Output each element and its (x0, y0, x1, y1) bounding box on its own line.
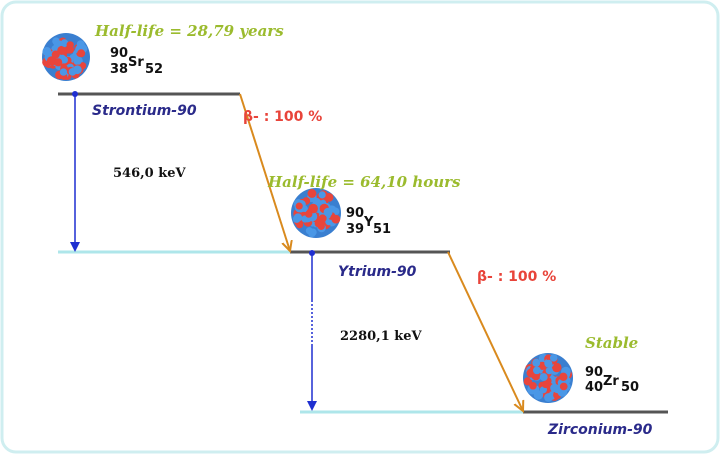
zirconium-stability: Stable (585, 334, 638, 352)
nucleon (559, 372, 568, 381)
nucleon (307, 189, 317, 198)
strontium-name: Strontium-90 (92, 103, 197, 119)
nucleon (51, 50, 60, 59)
nucleon (545, 367, 553, 375)
zirconium-atomic-number: 40 (585, 380, 603, 395)
yttrium-name: Ytrium-90 (338, 264, 417, 280)
strontium-symbol: Sr (128, 55, 144, 70)
beta-branch-1: β- : 100 % (243, 109, 322, 125)
zirconium-nucleus-icon (523, 353, 573, 403)
beta-decay-arrow-1 (239, 93, 290, 251)
decay-energy-2: 2280,1 keV (340, 329, 423, 344)
yttrium-mass-number: 90 (346, 206, 364, 221)
nucleon (539, 373, 548, 382)
strontium-half-life: Half-life = 28,79 years (94, 22, 284, 40)
zirconium-symbol: Zr (603, 374, 619, 389)
zirconium-name: Zirconium-90 (547, 422, 653, 438)
beta-branch-2: β- : 100 % (477, 269, 556, 285)
nucleon (305, 210, 313, 218)
beta-decay-arrow-2 (447, 251, 523, 411)
nucleon (57, 45, 67, 55)
zirconium-mass-number: 90 (585, 365, 603, 380)
nucleon (544, 359, 553, 368)
nucleon (318, 191, 326, 199)
nucleon (60, 56, 68, 64)
nucleon (538, 361, 547, 371)
nucleon (318, 214, 327, 223)
nucleon (72, 65, 82, 75)
nucleon (46, 56, 57, 66)
nucleon (523, 377, 533, 386)
energy-arrow-1-head (70, 242, 80, 252)
nucleon (295, 202, 303, 210)
nucleon (529, 381, 537, 390)
nucleon (59, 68, 68, 76)
nucleon (541, 380, 550, 389)
nucleon (551, 362, 562, 373)
nucleon (66, 41, 74, 49)
nucleon (559, 382, 568, 391)
nucleon (54, 58, 63, 67)
nucleon (323, 207, 333, 217)
yttrium-neutron-number: 51 (373, 222, 391, 237)
nucleon (308, 203, 318, 214)
yttrium-symbol: Y (363, 215, 374, 230)
nucleon (552, 384, 562, 394)
yttrium-atomic-number: 39 (346, 222, 364, 237)
nucleon (314, 219, 323, 228)
energy-arrow-2-head (307, 401, 317, 411)
nucleon (293, 213, 303, 222)
nucleon (533, 366, 541, 375)
strontium-neutron-number: 52 (145, 62, 163, 77)
nucleon (295, 221, 304, 229)
nucleon (60, 39, 69, 47)
nucleon (77, 49, 86, 58)
nucleon (549, 354, 558, 362)
strontium-nucleus-icon (42, 33, 90, 81)
zirconium-neutron-number: 50 (621, 380, 639, 395)
strontium-atomic-number: 38 (110, 62, 128, 77)
nucleon (73, 56, 82, 66)
nucleon (305, 227, 313, 235)
nucleon (532, 358, 541, 367)
decay-energy-1: 546,0 keV (113, 166, 187, 181)
nucleon (544, 393, 553, 402)
yttrium-half-life: Half-life = 64,10 hours (267, 173, 461, 191)
yttrium-nucleus-icon (291, 188, 341, 238)
strontium-mass-number: 90 (110, 46, 128, 61)
